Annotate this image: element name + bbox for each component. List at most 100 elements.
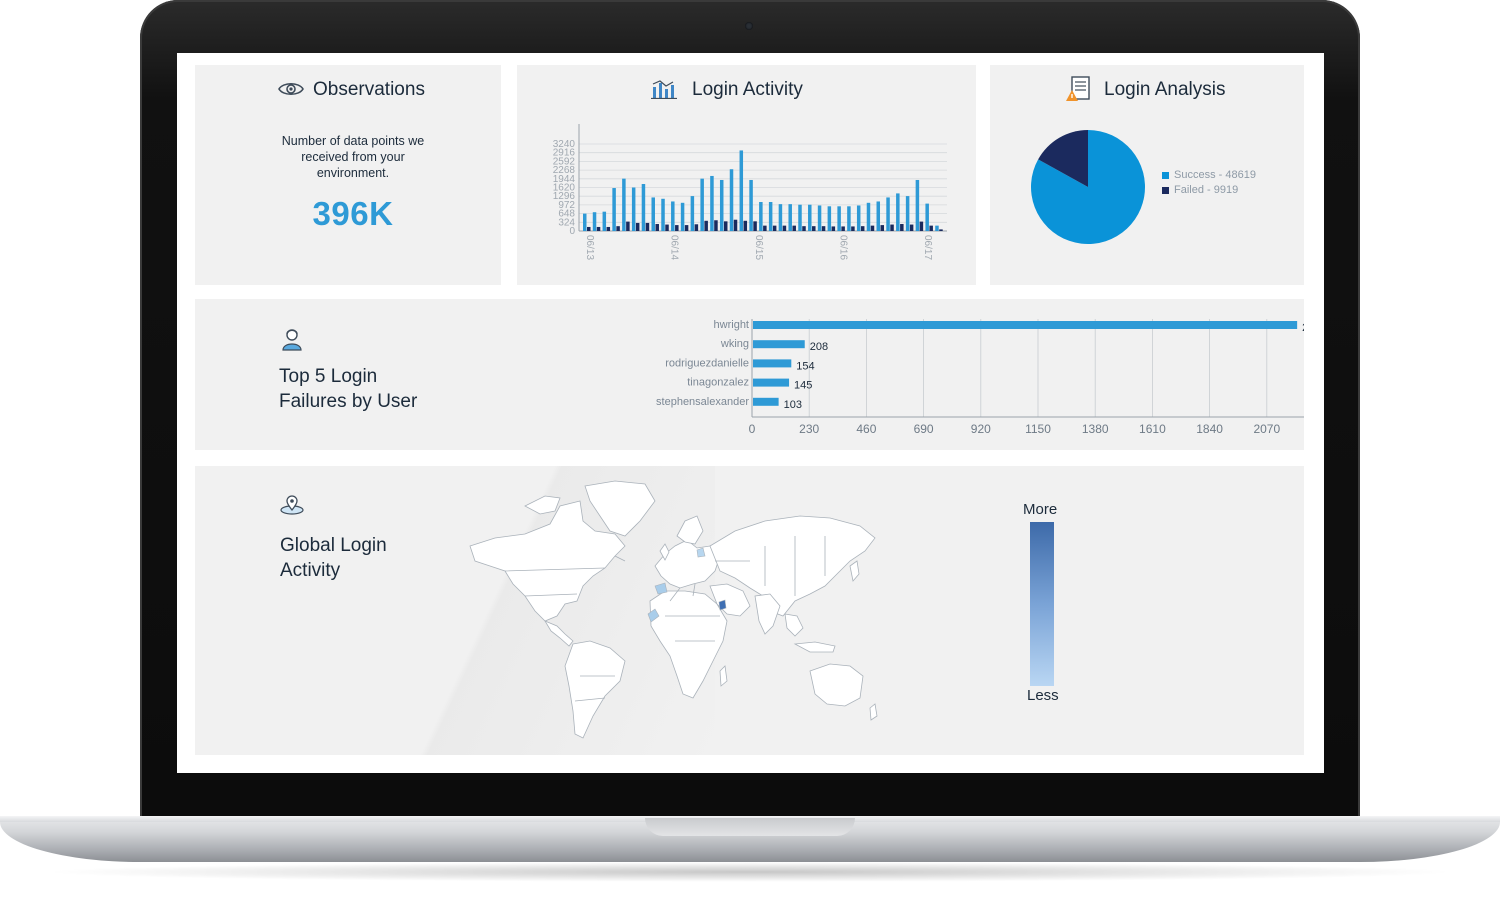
activity-bar[interactable] (753, 221, 757, 231)
map-new-zealand (869, 703, 878, 721)
activity-bar[interactable] (733, 219, 738, 231)
activity-bar[interactable] (714, 220, 718, 231)
activity-bar[interactable] (935, 225, 939, 231)
activity-bar[interactable] (641, 184, 646, 231)
activity-ytick: 0 (569, 226, 575, 237)
activity-bar[interactable] (645, 222, 650, 231)
activity-bar[interactable] (700, 178, 704, 231)
activity-bar[interactable] (743, 220, 748, 231)
activity-bar[interactable] (905, 196, 910, 231)
activity-bar[interactable] (596, 226, 601, 231)
activity-bar[interactable] (622, 178, 626, 231)
hbar-xtick: 1840 (1196, 422, 1223, 436)
world-map[interactable] (465, 476, 885, 746)
activity-bar[interactable] (651, 197, 655, 231)
activity-bar[interactable] (870, 225, 875, 231)
activity-bar[interactable] (661, 198, 665, 231)
activity-bar[interactable] (704, 220, 708, 231)
activity-bar[interactable] (631, 187, 636, 232)
activity-bar[interactable] (778, 204, 783, 231)
global-title: Global Login Activity (280, 533, 387, 583)
activity-bar[interactable] (616, 226, 620, 231)
login-analysis-panel[interactable]: Login Analysis Success - 48619 Failed - … (990, 65, 1304, 285)
hbar-bar[interactable] (753, 397, 779, 406)
observations-title: Observations (313, 79, 425, 100)
activity-bar[interactable] (856, 205, 861, 231)
activity-bar[interactable] (851, 226, 855, 231)
activity-bar[interactable] (929, 225, 933, 231)
activity-bar[interactable] (890, 224, 894, 231)
activity-bar[interactable] (739, 150, 744, 231)
activity-bar[interactable] (831, 226, 836, 231)
activity-bar[interactable] (587, 226, 591, 231)
top5-failures-panel[interactable]: Top 5 Login Failures by User 0 230 460 690 9… (195, 299, 1304, 450)
top5-title: Top 5 Login Failures by User (279, 364, 417, 414)
login-analysis-pie[interactable] (1028, 127, 1148, 247)
activity-bar[interactable] (827, 206, 832, 231)
activity-bar[interactable] (675, 225, 679, 231)
activity-bar[interactable] (821, 226, 826, 231)
activity-bar[interactable] (612, 188, 616, 231)
activity-bar[interactable] (694, 224, 699, 231)
activity-bar[interactable] (768, 202, 773, 231)
hbar-bar[interactable] (753, 340, 805, 349)
activity-xtick: 06/16 (838, 235, 849, 260)
activity-bar[interactable] (690, 196, 695, 231)
activity-bar[interactable] (583, 213, 587, 231)
legend-success-label: Success - 48619 (1174, 169, 1256, 181)
activity-bar[interactable] (626, 221, 630, 231)
activity-bar[interactable] (655, 224, 659, 231)
hbar-bar[interactable] (753, 321, 1298, 329)
activity-bar[interactable] (592, 212, 597, 231)
activity-bar[interactable] (788, 204, 792, 231)
activity-bar[interactable] (606, 226, 611, 231)
activity-bar[interactable] (925, 203, 929, 231)
activity-bar[interactable] (763, 225, 767, 231)
activity-bar[interactable] (939, 229, 943, 231)
activity-bar[interactable] (710, 175, 714, 231)
login-activity-chart[interactable]: 3240291625922268194416201296972648324006… (517, 65, 976, 285)
activity-bar[interactable] (680, 202, 685, 231)
activity-bar[interactable] (841, 226, 845, 231)
activity-bar[interactable] (808, 204, 812, 231)
activity-bar[interactable] (802, 226, 806, 231)
activity-bar[interactable] (880, 225, 885, 231)
activity-bar[interactable] (812, 226, 816, 231)
activity-ytick: 648 (558, 209, 575, 220)
activity-bar[interactable] (866, 202, 871, 231)
activity-bar[interactable] (635, 222, 640, 231)
activity-bar[interactable] (665, 224, 669, 231)
login-activity-panel[interactable]: Login Activity 3240 2916 2592 2268 1944 1620 1… (517, 65, 976, 285)
activity-bar[interactable] (782, 225, 787, 231)
map-pin-icon (280, 495, 304, 515)
pie-slice-failed[interactable] (1038, 130, 1088, 187)
activity-bar[interactable] (798, 204, 802, 231)
activity-bar[interactable] (886, 197, 890, 231)
activity-bar[interactable] (602, 211, 607, 231)
activity-bar[interactable] (684, 225, 689, 231)
activity-bar[interactable] (915, 179, 920, 231)
top5-bar-chart[interactable]: 0230460690920115013801610184020702300hwr… (195, 299, 1304, 450)
activity-bar[interactable] (729, 169, 734, 231)
activity-bar[interactable] (817, 205, 822, 231)
activity-bar[interactable] (900, 224, 904, 231)
activity-bar[interactable] (759, 202, 763, 231)
hbar-xtick: 0 (749, 422, 756, 436)
hbar-bar[interactable] (753, 378, 790, 387)
activity-bar[interactable] (719, 179, 724, 231)
activity-bar[interactable] (671, 201, 675, 231)
activity-bar[interactable] (919, 221, 924, 231)
activity-bar[interactable] (876, 201, 881, 231)
activity-bar[interactable] (860, 226, 865, 231)
activity-bar[interactable] (847, 206, 851, 231)
activity-bar[interactable] (772, 225, 777, 231)
activity-bar[interactable] (749, 179, 753, 231)
activity-bar[interactable] (837, 206, 841, 231)
global-activity-panel[interactable]: Global Login Activity (195, 466, 1304, 755)
activity-bar[interactable] (896, 193, 900, 231)
activity-bar[interactable] (792, 225, 796, 231)
map-borders (504, 536, 826, 702)
activity-bar[interactable] (723, 221, 728, 231)
activity-bar[interactable] (909, 224, 914, 231)
hbar-bar[interactable] (753, 359, 792, 368)
